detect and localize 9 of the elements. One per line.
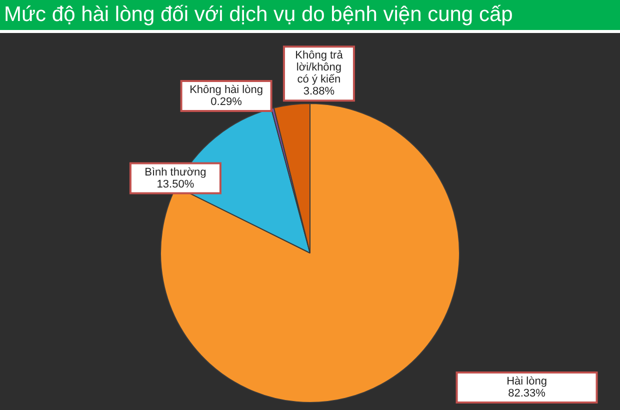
- slice-label: Bình thường: [144, 166, 206, 178]
- slice-label: Không hài lòng: [190, 84, 263, 96]
- data-label: 3.88%: [303, 86, 335, 98]
- slice-label: Không trả lời/không có ý kiến: [295, 50, 344, 86]
- slice-label: Hài lòng: [506, 376, 547, 388]
- data-label: 82.33%: [508, 388, 546, 400]
- chart-title: Mức độ hài lòng đối với dịch vụ do bệnh viện cung cấp: [0, 0, 620, 33]
- data-label: 0.29%: [210, 96, 242, 108]
- data-label: 13.50%: [156, 178, 194, 190]
